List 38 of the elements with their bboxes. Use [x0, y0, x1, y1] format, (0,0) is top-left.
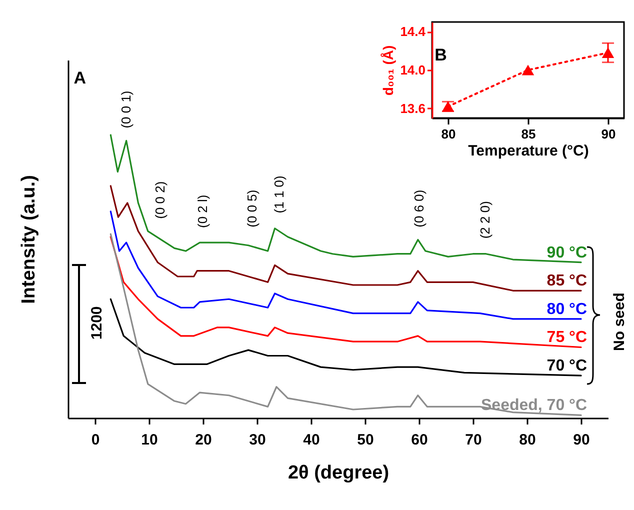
series-label: Seeded, 70 °C: [481, 397, 588, 414]
y-tick-label: 14.0: [400, 62, 426, 78]
annotation: (0 6 0): [412, 190, 427, 228]
x-tick-label: 30: [249, 432, 266, 448]
x-tick-label: 10: [141, 432, 158, 448]
annotation: 1200: [88, 306, 106, 340]
y-axis-title: Intensity (a.u.): [18, 175, 40, 304]
y-tick-label: 13.6: [400, 100, 426, 116]
x-tick-label: 85: [521, 126, 536, 142]
text: A: [74, 68, 86, 88]
x-tick-label: 60: [411, 432, 428, 448]
x-axis-title: Temperature (°C): [468, 142, 589, 160]
x-tick-label: 80: [519, 432, 536, 448]
point: [522, 64, 534, 76]
annotation: B: [434, 46, 447, 65]
x-tick-label: 80: [441, 126, 456, 142]
x-axis-title: 2θ (degree): [288, 462, 390, 484]
series-label: 90 °C: [546, 244, 588, 262]
annotation: (0 2 l): [195, 194, 210, 228]
y-axis-title: d₀₀₁ (Å): [380, 45, 396, 96]
x-tick-label: 20: [195, 432, 212, 448]
series-label: 85 °C: [546, 272, 588, 290]
x-tick-label: 50: [357, 432, 374, 448]
series-label: 70 °C: [546, 358, 588, 375]
annotation: (0 0 2): [152, 181, 168, 219]
series-label: 75 °C: [546, 329, 588, 346]
text: No seed: [610, 292, 628, 351]
annotation: (2 2 0): [477, 201, 492, 239]
x-tick-label: 90: [573, 432, 590, 448]
annotation: (1 1 0): [272, 176, 287, 214]
text: (0 0 1): [118, 90, 134, 128]
x-tick-label: 40: [303, 432, 320, 448]
x-tick-label: 0: [91, 432, 100, 448]
y-tick-label: 14.4: [400, 24, 426, 40]
x-tick-label: 70: [465, 432, 482, 448]
x-tick-label: 90: [601, 126, 616, 142]
annotation: (0 0 5): [244, 190, 260, 228]
series-label: 80 °C: [546, 300, 588, 318]
